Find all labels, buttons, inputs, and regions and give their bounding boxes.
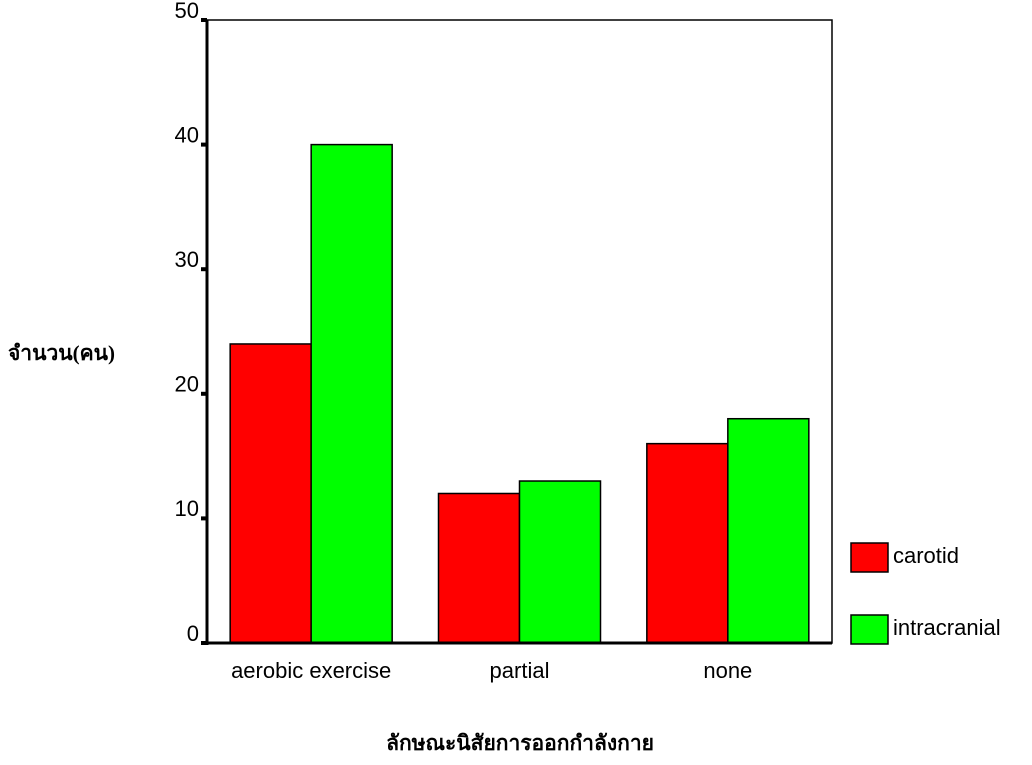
bar xyxy=(728,419,809,643)
y-axis-title: จำนวน(คน) xyxy=(8,341,115,365)
x-tick-label: none xyxy=(703,658,752,683)
y-tick-label: 10 xyxy=(175,496,199,521)
y-tick-label: 50 xyxy=(175,0,199,23)
x-axis-title: ลักษณะนิสัยการออกกำลังกาย xyxy=(386,731,654,755)
y-tick-label: 20 xyxy=(175,372,199,397)
bar xyxy=(311,145,392,643)
bar xyxy=(647,444,728,643)
y-tick-label: 30 xyxy=(175,247,199,272)
y-tick-label: 40 xyxy=(175,122,199,147)
legend-swatch xyxy=(851,543,888,572)
bar xyxy=(520,481,601,643)
x-tick-label: partial xyxy=(490,658,550,683)
legend-swatch xyxy=(851,615,888,644)
y-tick-label: 0 xyxy=(187,621,199,646)
bar xyxy=(230,344,311,643)
x-tick-label: aerobic exercise xyxy=(231,658,391,683)
legend-label: intracranial xyxy=(893,615,1001,640)
legend-label: carotid xyxy=(893,543,959,568)
bar xyxy=(439,493,520,643)
chart: จำนวน(คน) ลักษณะนิสัยการออกกำลังกาย 0 10 2… xyxy=(0,0,1032,765)
